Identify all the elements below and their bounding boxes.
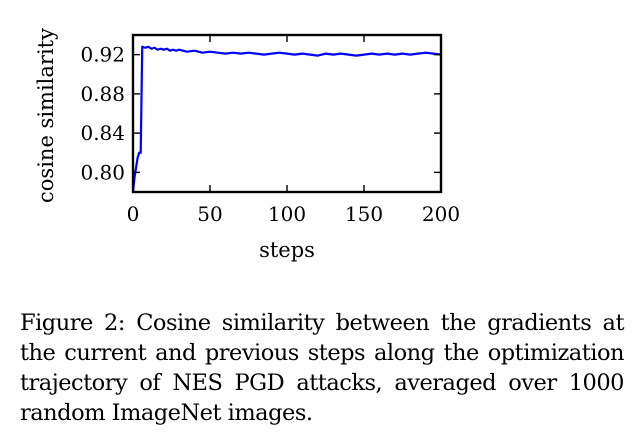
axes-frame (131, 33, 443, 194)
plot-area (131, 33, 443, 194)
x-tick-label: 150 (345, 202, 383, 226)
x-axis-ticks: 0 50 100 150 200 (127, 35, 460, 226)
y-tick-label: 0.88 (80, 82, 125, 106)
x-tick-label: 50 (197, 202, 222, 226)
y-axis-label: cosine similarity (34, 28, 58, 203)
x-tick-label: 0 (127, 202, 140, 226)
x-tick-label: 100 (268, 202, 306, 226)
x-axis-label: steps (259, 238, 315, 262)
y-axis-ticks: 0.80 0.84 0.88 0.92 (80, 43, 441, 184)
y-tick-label: 0.84 (80, 121, 125, 145)
y-tick-label: 0.80 (80, 160, 125, 184)
figure-chart: 0 50 100 150 200 0.80 0.84 0.88 0.92 steps cosi… (34, 28, 460, 262)
y-tick-label: 0.92 (80, 43, 125, 67)
x-tick-label: 200 (422, 202, 460, 226)
figure-caption: Figure 2: Cosine similarity between the … (20, 310, 625, 426)
series-line-cosine-similarity (131, 45, 442, 193)
